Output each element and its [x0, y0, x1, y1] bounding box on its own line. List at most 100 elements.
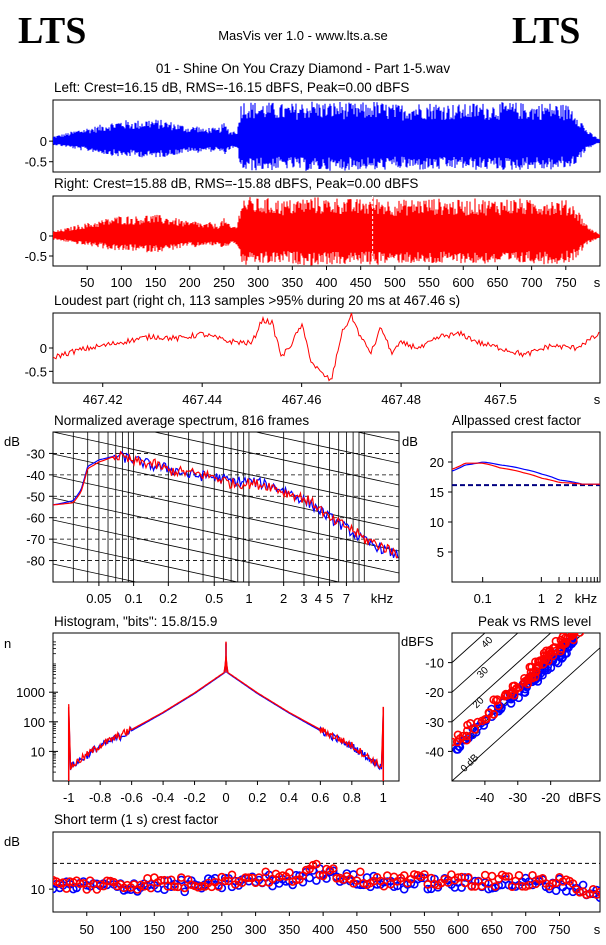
time-xtick-label: 200 — [179, 275, 201, 290]
peak-rms-point — [484, 708, 494, 717]
stc-xtick-label: 150 — [143, 922, 165, 937]
stc-point — [197, 881, 206, 891]
time-xtick-label: 50 — [80, 275, 94, 290]
spectrum-slope-line — [53, 519, 341, 582]
stc-point — [528, 870, 537, 880]
spectrum-xtick-label: 1 — [245, 591, 252, 606]
stc-xtick-label: 200 — [177, 922, 199, 937]
crest-diagonal-label: 20 — [471, 695, 487, 711]
spectrum-xtick-label: 0.1 — [125, 591, 143, 606]
left-waveform-trace — [53, 101, 600, 171]
histogram-xtick-label: 0.6 — [311, 790, 329, 805]
spectrum-title: Normalized average spectrum, 816 frames — [54, 413, 310, 428]
time-xtick-label: 700 — [521, 275, 543, 290]
peak-rms-point — [573, 633, 576, 634]
spectrum-xtick-label: 5 — [326, 591, 333, 606]
stc-point — [146, 883, 156, 893]
allpassed-crest-plot — [452, 461, 600, 582]
peak-rms-point — [575, 633, 585, 637]
histogram-ytick-label: 10 — [31, 744, 45, 759]
peak-rms-point — [506, 689, 516, 699]
spectrum-slope-line — [53, 256, 399, 331]
loudest-part-line — [53, 313, 600, 382]
logo-right: LTS — [512, 10, 581, 52]
stc-point — [180, 883, 189, 893]
stc-point — [291, 875, 301, 885]
histogram-xtick-label: 0.8 — [343, 790, 361, 805]
stc-point — [62, 884, 71, 893]
stc-point — [75, 879, 85, 889]
stc-point — [548, 879, 558, 888]
stc-point — [386, 879, 396, 889]
allpassed-crest-title: Allpassed crest factor — [452, 413, 582, 428]
time-xtick-label: 750 — [555, 275, 577, 290]
time-xtick-label: 350 — [281, 275, 303, 290]
peak-rms-point — [512, 683, 521, 693]
histogram-ytick-label: 1000 — [16, 685, 45, 700]
loudest-xtick-label: 467.48 — [381, 392, 421, 407]
spectrum-ytick-label: -70 — [26, 532, 45, 547]
apc-ylabel: dB — [402, 434, 418, 449]
apc-series-1 — [452, 462, 600, 485]
spectrum-ytick-label: -60 — [26, 511, 45, 526]
stc-point — [463, 872, 473, 882]
histogram-plot — [53, 641, 385, 781]
pvr-ylabel: dBFS — [401, 634, 434, 649]
stc-xtick-label: 700 — [515, 922, 537, 937]
peak-rms-point — [527, 673, 537, 683]
crest-diagonal-label: 30 — [475, 665, 491, 681]
stc-point — [423, 884, 433, 894]
peak-rms-point — [492, 695, 502, 704]
peak-rms-point — [551, 636, 561, 646]
stc-ytick-label: 10 — [31, 882, 45, 897]
histogram-xtick-label: 1 — [380, 790, 387, 805]
short-term-crest-title: Short term (1 s) crest factor — [54, 812, 219, 827]
pvr-ytick-label: -20 — [425, 685, 444, 700]
stc-point — [82, 885, 92, 894]
loudest-ytick-label: 0 — [40, 341, 47, 356]
stc-point — [285, 868, 294, 877]
time-xtick-label: 600 — [452, 275, 474, 290]
spectrum-slope-line — [53, 344, 399, 419]
spectrum-ytick-label: -40 — [26, 468, 45, 483]
time-x-unit: s — [594, 275, 601, 290]
histogram-xtick-label: 0.2 — [248, 790, 266, 805]
loudest-xtick-label: 467.42 — [83, 392, 123, 407]
stc-point — [551, 886, 561, 896]
stc-xtick-label: 50 — [80, 922, 94, 937]
stc-point — [406, 879, 416, 888]
pvr-ytick-label: -30 — [425, 715, 444, 730]
stc-xtick-label: 300 — [245, 922, 267, 937]
right-waveform-ytick-label: 0 — [40, 229, 47, 244]
spectrum-xtick-label: 0.05 — [86, 591, 111, 606]
spectrum-ytick-label: -80 — [26, 554, 45, 569]
peak-rms-point — [452, 737, 457, 747]
time-xtick-label: 300 — [247, 275, 269, 290]
peak-rms-point — [458, 731, 468, 741]
short-term-crest-frame — [52, 831, 601, 913]
spectrum-xtick-label: 0.2 — [159, 591, 177, 606]
stc-point — [501, 872, 510, 881]
peak-rms-point — [473, 717, 483, 727]
apc-ytick-label: 10 — [430, 515, 444, 530]
stc-xtick-label: 100 — [110, 922, 132, 937]
peak-rms-point — [569, 633, 578, 636]
stc-point — [166, 875, 176, 885]
right-waveform — [53, 196, 600, 266]
stc-point — [170, 882, 179, 891]
right-channel-title: Right: Crest=15.88 dB, RMS=-15.88 dBFS, … — [54, 176, 419, 191]
apc-xtick-label: 1 — [538, 591, 545, 606]
stc-point — [227, 870, 237, 880]
peak-vs-rms-title: Peak vs RMS level — [478, 614, 592, 629]
peak-rms-point — [520, 673, 529, 683]
left-waveform-ytick-label: -0.5 — [25, 155, 47, 170]
spectrum-slope-line — [152, 432, 399, 486]
time-xtick-label: 150 — [145, 275, 167, 290]
stc-xtick-label: 350 — [279, 922, 301, 937]
stc-point — [582, 890, 591, 900]
apc-x-unit: kHz — [575, 591, 597, 606]
allpassed-crest-frame — [451, 431, 601, 583]
peak-vs-rms-frame — [451, 632, 601, 782]
